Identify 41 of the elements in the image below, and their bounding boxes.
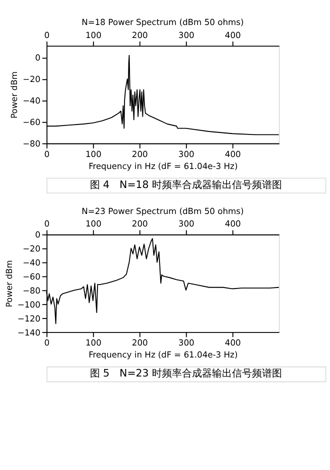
y-tick-label: −120: [17, 313, 40, 324]
x-tick-label: 300: [178, 337, 194, 348]
x-tick-label: 200: [132, 337, 148, 348]
y-tick-label: −40: [22, 96, 40, 106]
chart-title: N=18 Power Spectrum (dBm 50 ohms): [82, 17, 244, 28]
x-axis-title: Frequency in Hz (dF = 61.04e-3 Hz): [88, 160, 238, 171]
x2-tick-label: 0: [44, 30, 50, 40]
x2-tick-label: 300: [178, 30, 194, 40]
x-tick-label: 0: [44, 148, 50, 159]
y-tick-label: −20: [22, 74, 40, 84]
y-tick-label: −80: [22, 285, 40, 296]
x-tick-label: 400: [224, 148, 241, 159]
x-tick-label: 100: [85, 337, 102, 348]
y-tick-label: −60: [22, 271, 40, 282]
caption: 图 5 N=23 时频率合成器输出信号频谱图: [90, 368, 282, 380]
y-tick-label: −60: [22, 117, 40, 128]
y-tick-label: −100: [17, 299, 40, 310]
x-tick-label: 400: [224, 337, 241, 348]
x-tick-label: 0: [44, 337, 50, 348]
x2-tick-label: 100: [85, 30, 102, 40]
y-tick-label: −80: [22, 138, 40, 149]
x2-tick-label: 100: [85, 218, 102, 228]
x-tick-label: 100: [85, 148, 102, 159]
y-axis-title: Power dBm: [9, 71, 20, 119]
x2-tick-label: 0: [44, 218, 50, 228]
x2-tick-label: 400: [224, 218, 241, 228]
chart-title: N=23 Power Spectrum (dBm 50 ohms): [82, 206, 244, 216]
caption: 图 4 N=18 时频率合成器输出信号频谱图: [90, 178, 282, 191]
y-tick-label: 0: [35, 52, 40, 63]
y-tick-label: 0: [35, 230, 40, 240]
y-axis-title: Power dBm: [4, 260, 14, 308]
x2-tick-label: 300: [178, 218, 194, 228]
y-tick-label: −140: [17, 327, 40, 338]
y-tick-label: −20: [22, 244, 40, 254]
x-axis-title: Frequency in Hz (dF = 61.04e-3 Hz): [88, 350, 238, 360]
x-tick-label: 200: [132, 148, 148, 159]
x2-tick-label: 400: [224, 30, 241, 40]
y-tick-label: −40: [22, 258, 40, 268]
x2-tick-label: 200: [132, 30, 148, 40]
x2-tick-label: 200: [132, 218, 148, 228]
x-tick-label: 300: [178, 148, 194, 159]
